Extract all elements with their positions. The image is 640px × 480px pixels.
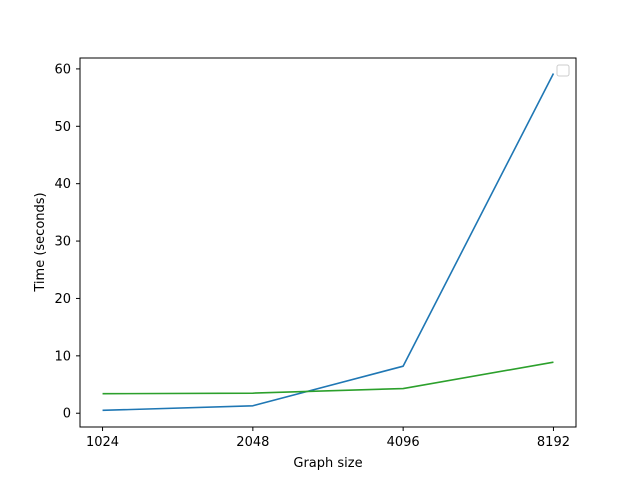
y-tick-label: 0 <box>63 407 71 422</box>
y-axis-ticks: 0 10 20 30 40 50 60 <box>54 62 80 422</box>
series-layer <box>102 73 555 412</box>
x-tick-label: 1024 <box>86 435 119 450</box>
x-tick-label: 8192 <box>537 435 570 450</box>
series-line-1 <box>102 73 555 412</box>
y-tick-label: 40 <box>54 177 71 192</box>
y-tick-label: 50 <box>54 120 71 135</box>
axes-frame <box>79 57 577 428</box>
x-axis-ticks: 1024 2048 4096 8192 <box>86 427 570 450</box>
y-tick-label: 10 <box>54 349 71 364</box>
plot-area <box>79 57 577 428</box>
x-axis-label: Graph size <box>293 456 362 471</box>
y-tick-label: 20 <box>54 292 71 307</box>
y-axis-label: Time (seconds) <box>33 192 48 292</box>
y-tick-label: 60 <box>54 62 71 77</box>
y-tick-label: 30 <box>54 235 71 250</box>
series-line-2 <box>102 361 554 395</box>
legend-box <box>556 64 570 77</box>
x-tick-label: 4096 <box>387 435 420 450</box>
x-tick-label: 2048 <box>236 435 269 450</box>
